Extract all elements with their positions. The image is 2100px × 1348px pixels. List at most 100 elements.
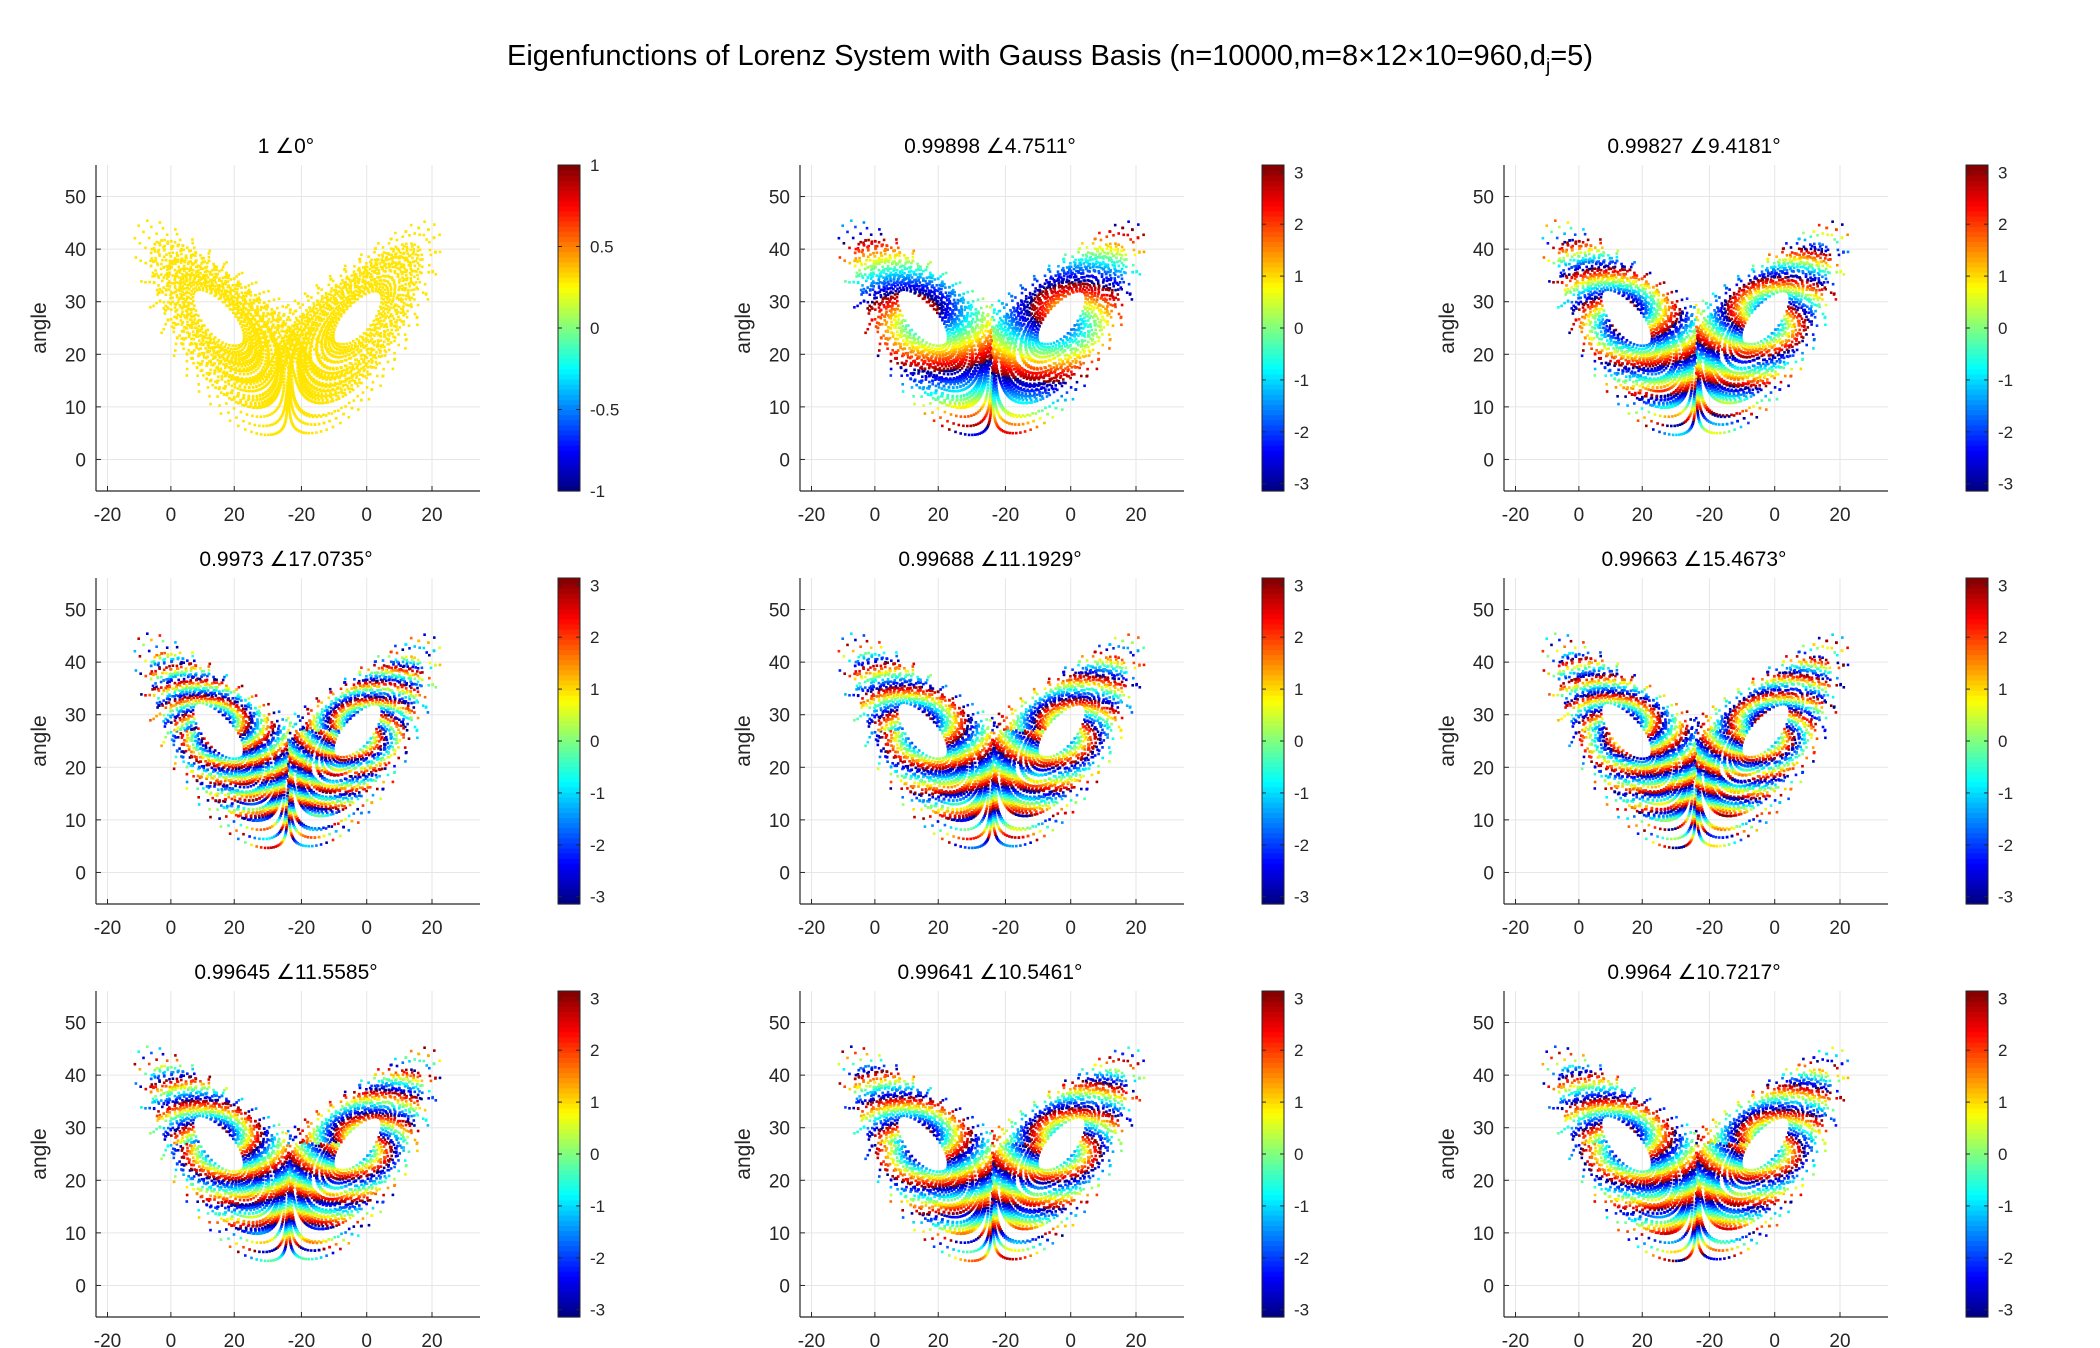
data-point xyxy=(214,355,217,358)
data-point xyxy=(288,368,291,371)
data-point xyxy=(187,263,190,266)
data-point xyxy=(196,332,199,335)
data-point xyxy=(196,289,199,292)
data-point xyxy=(372,381,375,384)
data-point xyxy=(308,390,311,393)
data-point xyxy=(366,371,369,374)
data-point xyxy=(188,288,191,291)
data-point xyxy=(359,363,362,366)
data-point xyxy=(236,312,239,315)
data-point xyxy=(402,280,405,283)
data-point xyxy=(201,352,204,355)
data-point xyxy=(335,320,338,323)
data-point xyxy=(375,361,378,364)
data-point xyxy=(254,294,257,297)
data-point xyxy=(439,251,442,254)
data-point xyxy=(174,306,177,309)
data-point xyxy=(265,353,268,356)
data-point xyxy=(144,281,147,284)
data-point xyxy=(307,295,310,298)
data-point xyxy=(246,370,249,373)
data-point xyxy=(309,318,312,321)
data-point xyxy=(405,298,408,301)
data-point xyxy=(407,289,410,292)
data-point xyxy=(168,252,171,255)
data-point xyxy=(402,253,405,256)
data-point xyxy=(220,349,223,352)
data-point xyxy=(416,274,419,277)
data-point xyxy=(231,300,234,303)
data-point xyxy=(192,362,195,365)
data-point xyxy=(438,234,441,237)
data-point xyxy=(382,368,385,371)
data-point xyxy=(305,324,308,327)
data-point xyxy=(217,375,220,378)
data-point xyxy=(225,343,228,346)
data-point xyxy=(167,301,170,304)
data-point xyxy=(248,342,251,345)
data-point xyxy=(421,266,424,269)
data-point xyxy=(433,237,436,240)
data-point xyxy=(179,271,182,274)
data-point xyxy=(328,420,331,423)
data-point xyxy=(216,351,219,354)
data-point xyxy=(174,349,177,352)
data-point xyxy=(228,344,231,347)
data-point xyxy=(294,300,297,303)
data-point xyxy=(220,280,223,283)
data-point xyxy=(294,310,297,313)
data-point xyxy=(170,266,173,269)
data-point xyxy=(308,376,311,379)
data-point xyxy=(176,289,179,292)
data-point xyxy=(245,295,248,298)
data-point xyxy=(315,431,318,434)
data-point xyxy=(428,264,431,267)
data-point xyxy=(161,280,164,283)
data-point xyxy=(287,316,290,319)
data-point xyxy=(226,357,229,360)
data-point xyxy=(267,330,270,333)
data-point xyxy=(180,261,183,264)
data-point xyxy=(374,367,377,370)
data-point xyxy=(258,388,261,391)
data-point xyxy=(154,257,157,260)
data-point xyxy=(184,259,187,262)
data-point xyxy=(250,431,253,434)
data-point xyxy=(360,399,363,402)
data-point xyxy=(243,313,246,316)
data-point xyxy=(224,300,227,303)
data-point xyxy=(245,340,248,343)
data-point xyxy=(270,349,273,352)
data-point xyxy=(337,392,340,395)
data-point xyxy=(188,269,191,272)
data-point xyxy=(325,414,328,417)
data-point xyxy=(167,318,170,321)
data-point xyxy=(320,300,323,303)
data-point xyxy=(383,341,386,344)
data-point xyxy=(243,404,246,407)
data-point xyxy=(245,377,248,380)
data-point xyxy=(342,384,345,387)
data-point xyxy=(209,279,212,282)
data-point xyxy=(209,336,212,339)
data-point xyxy=(409,249,412,252)
data-point xyxy=(270,353,273,356)
data-point xyxy=(363,332,366,335)
data-point xyxy=(239,309,242,312)
data-point xyxy=(193,338,196,341)
data-point xyxy=(231,385,234,388)
data-point xyxy=(335,398,338,401)
data-point xyxy=(344,268,347,271)
data-point xyxy=(330,339,333,342)
data-point xyxy=(193,304,196,307)
data-point xyxy=(277,392,280,395)
data-point xyxy=(321,385,324,388)
data-point xyxy=(217,284,220,287)
data-point xyxy=(340,275,343,278)
data-point xyxy=(408,285,411,288)
data-point xyxy=(234,378,237,381)
data-point xyxy=(369,373,372,376)
data-point xyxy=(266,383,269,386)
data-point xyxy=(378,362,381,365)
data-point xyxy=(212,338,215,341)
